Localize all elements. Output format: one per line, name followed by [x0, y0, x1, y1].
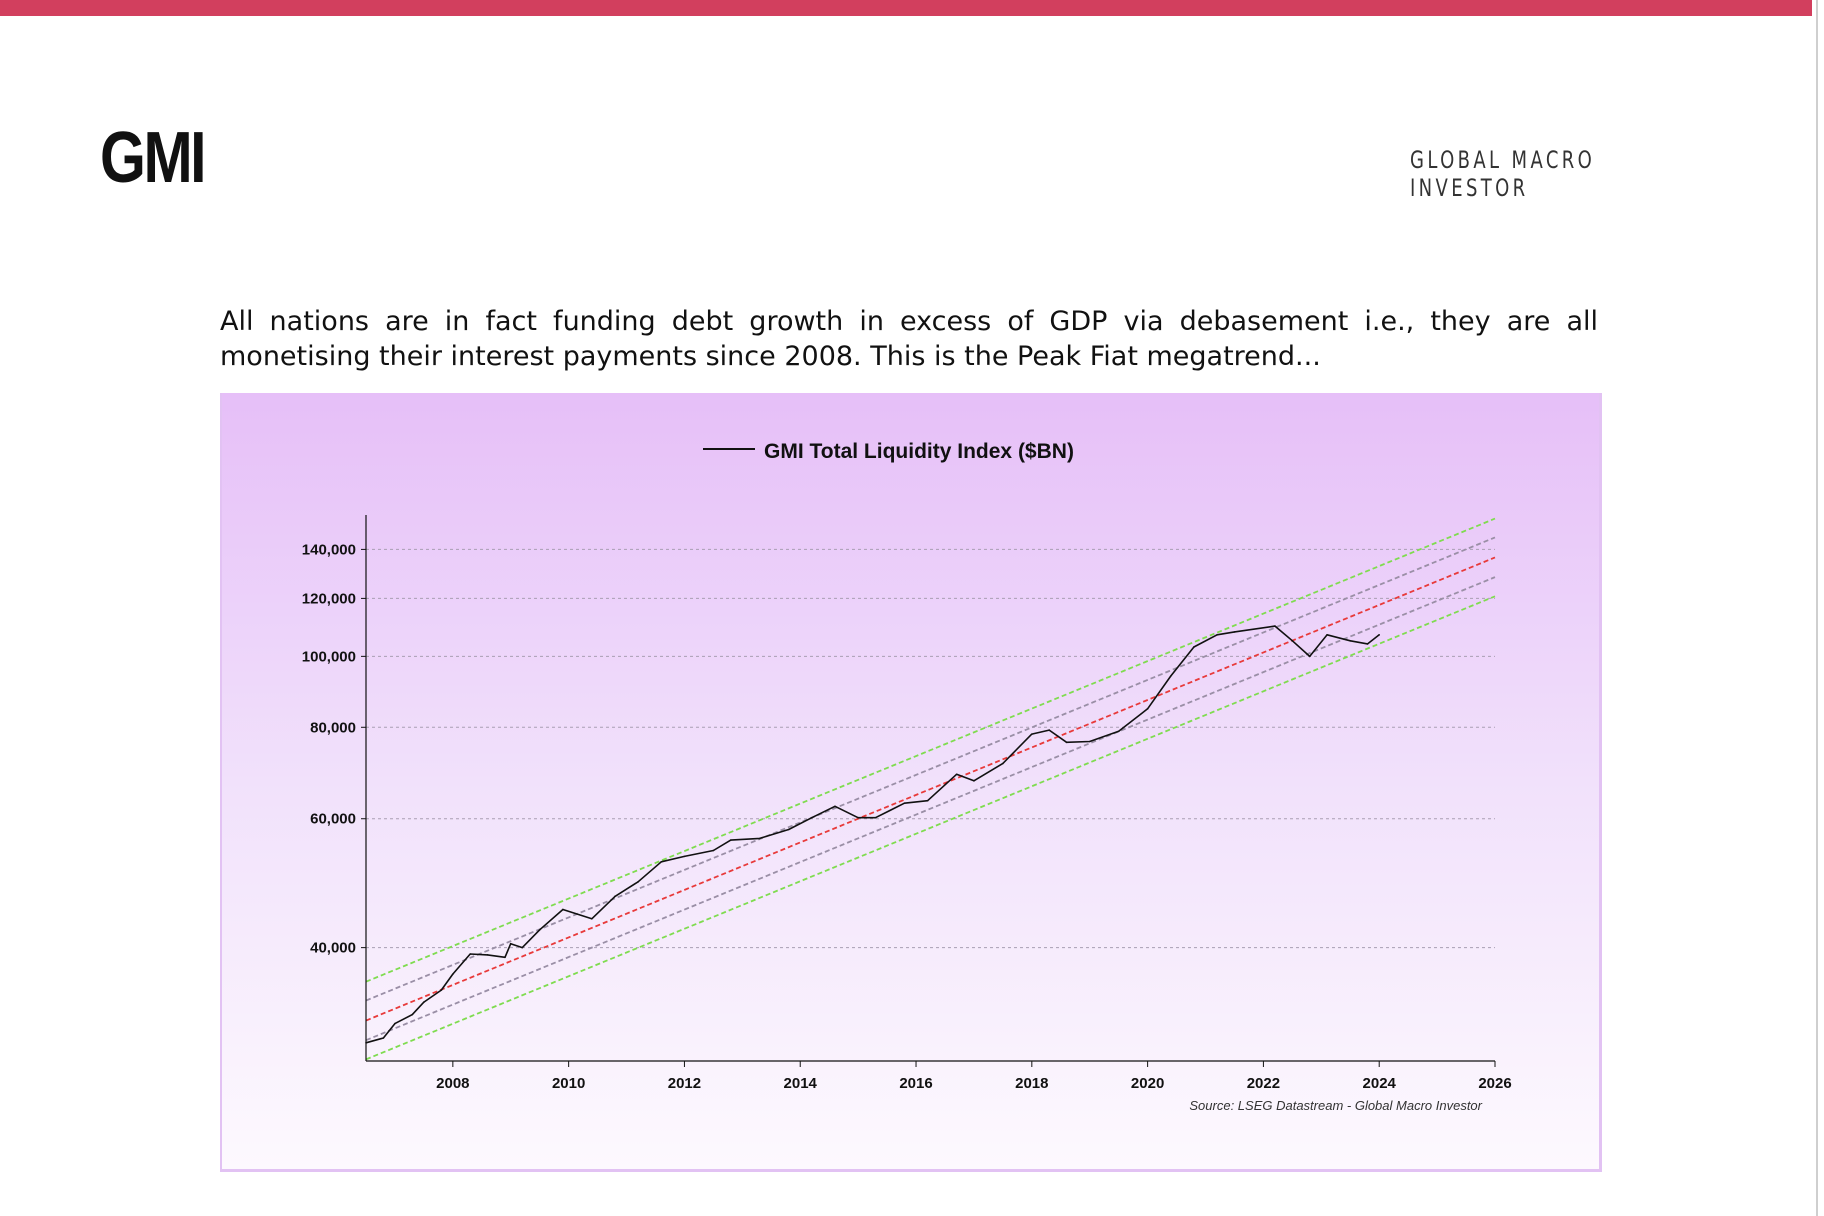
- data-point: [1274, 625, 1276, 627]
- data-point: [1349, 640, 1352, 642]
- data-point: [394, 1022, 396, 1025]
- data-point: [1326, 634, 1328, 636]
- data-point: [1146, 707, 1149, 710]
- data-point: [591, 917, 593, 920]
- data-point: [787, 828, 790, 831]
- data-point: [1366, 643, 1369, 645]
- data-point: [1291, 640, 1294, 642]
- data-point: [729, 839, 732, 841]
- data-point: [504, 956, 506, 959]
- x-tick-label: 2020: [1131, 1075, 1164, 1092]
- data-point: [423, 1001, 425, 1003]
- liquidity-index-line: [365, 625, 1380, 1044]
- data-point: [1308, 655, 1311, 658]
- y-tick-label: 120,000: [302, 590, 356, 607]
- data-point: [1193, 646, 1195, 648]
- x-tick-label: 2022: [1247, 1075, 1280, 1092]
- data-point: [562, 908, 564, 911]
- data-point: [469, 953, 472, 955]
- data-point: [874, 816, 877, 819]
- x-tick-label: 2026: [1478, 1075, 1511, 1092]
- data-point: [452, 973, 454, 975]
- data-point: [411, 1013, 414, 1016]
- data-point: [834, 805, 836, 808]
- data-point: [614, 895, 616, 898]
- legend-label: GMI Total Liquidity Index ($BN): [764, 440, 1074, 463]
- x-tick-label: 2014: [784, 1075, 818, 1092]
- trend-band-lower-1: [365, 576, 1496, 1042]
- y-tick-label: 40,000: [310, 940, 356, 957]
- data-point: [926, 799, 929, 802]
- trend-band-upper-1: [365, 536, 1496, 1002]
- data-point: [538, 929, 541, 931]
- data-point: [382, 1037, 385, 1039]
- data-point: [1065, 741, 1068, 744]
- trend-band-lower-2: [365, 595, 1496, 1061]
- source-note: Source: LSEG Datastream - Global Macro I…: [1189, 1098, 1482, 1113]
- data-point: [660, 860, 663, 863]
- data-point: [1031, 733, 1033, 735]
- data-point: [758, 837, 761, 840]
- data-point: [811, 816, 813, 819]
- x-tick-label: 2012: [668, 1075, 701, 1092]
- data-point: [1048, 729, 1050, 731]
- x-tick-label: 2010: [552, 1075, 585, 1092]
- data-point: [903, 802, 906, 805]
- x-tick-label: 2018: [1015, 1075, 1048, 1092]
- data-point: [1233, 631, 1236, 633]
- x-tick-label: 2016: [899, 1075, 932, 1092]
- x-tick-label: 2008: [436, 1075, 469, 1092]
- data-point: [973, 780, 975, 782]
- y-tick-label: 60,000: [310, 811, 356, 828]
- data-point: [712, 849, 715, 852]
- chart-frame: [220, 393, 1602, 1172]
- data-point: [637, 881, 639, 883]
- brand-name: GLOBAL MACRO INVESTOR: [1410, 146, 1596, 202]
- trend-band-trend: [365, 556, 1496, 1022]
- page-edge: [1816, 0, 1818, 1216]
- data-point: [521, 946, 524, 949]
- data-point: [955, 773, 958, 776]
- x-tick-label: 2024: [1363, 1075, 1397, 1092]
- data-point: [1216, 634, 1218, 636]
- data-point: [486, 954, 489, 956]
- y-tick-label: 100,000: [302, 648, 356, 665]
- data-point: [857, 816, 859, 819]
- data-point: [1378, 634, 1381, 636]
- y-tick-label: 140,000: [302, 541, 356, 558]
- data-point: [440, 989, 443, 991]
- data-point: [1117, 730, 1120, 733]
- trend-band-upper-2: [365, 517, 1496, 983]
- y-tick-label: 80,000: [310, 719, 356, 736]
- data-point: [1002, 762, 1004, 765]
- data-point: [1088, 740, 1091, 743]
- data-point: [509, 942, 512, 945]
- gmi-logo: GMI: [100, 118, 207, 198]
- top-accent-bar: [0, 0, 1812, 16]
- data-point: [683, 855, 686, 858]
- headline-text: All nations are in fact funding debt gro…: [220, 306, 1598, 372]
- data-point: [1169, 675, 1172, 677]
